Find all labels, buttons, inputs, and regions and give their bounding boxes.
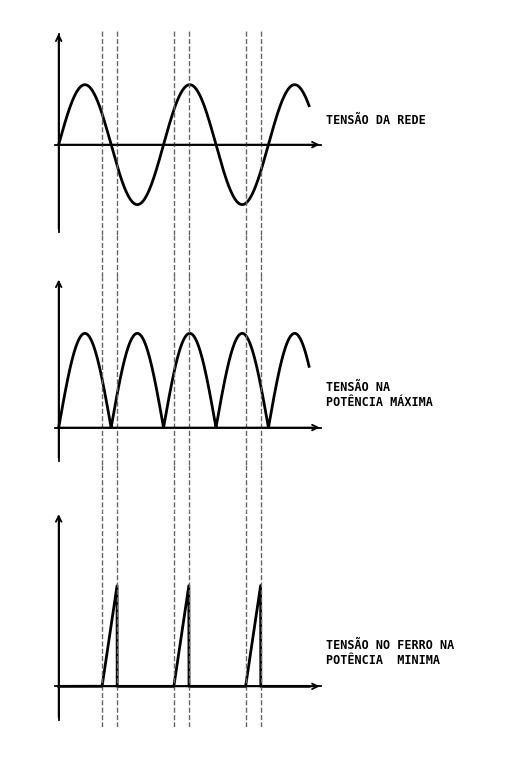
Text: TENSÃO NA
POTÊNCIA MÁXIMA: TENSÃO NA POTÊNCIA MÁXIMA [326,381,433,408]
Text: TENSÃO NO FERRO NA
POTÊNCIA  MINIMA: TENSÃO NO FERRO NA POTÊNCIA MINIMA [326,639,454,667]
Text: TENSÃO DA REDE: TENSÃO DA REDE [326,114,425,127]
